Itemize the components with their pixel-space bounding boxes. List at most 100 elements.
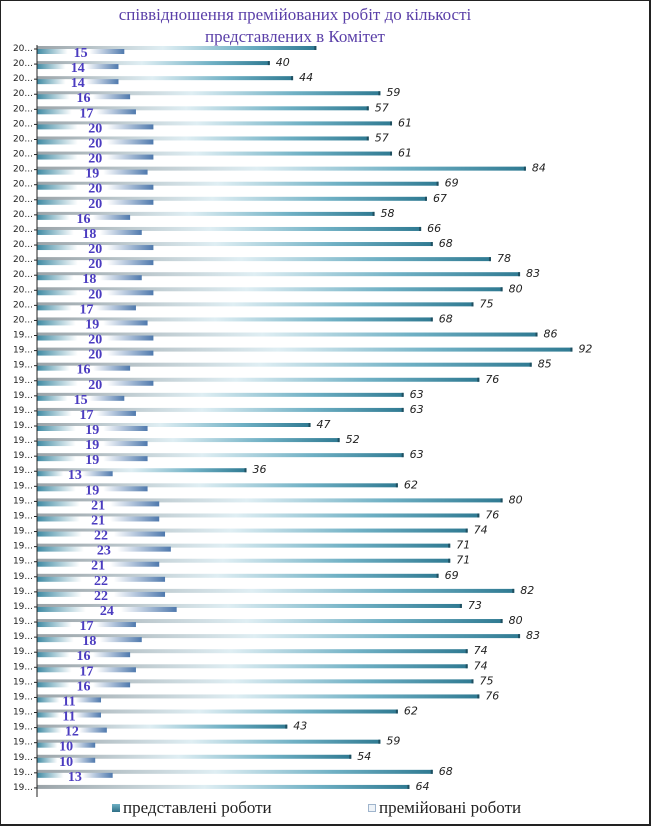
- y-tick-label: 20...: [13, 195, 33, 205]
- bar-submitted: [37, 121, 393, 126]
- bar-submitted-cap: [285, 724, 288, 729]
- data-label-submitted: 52: [346, 433, 360, 446]
- y-tick-label: 20...: [13, 300, 33, 310]
- y-tick-label: 20...: [13, 59, 33, 69]
- data-label-submitted: 68: [439, 765, 453, 778]
- legend-label-awarded: премійовані роботи: [379, 798, 522, 817]
- bar-awarded: [37, 410, 136, 416]
- y-tick-label: 19...: [13, 481, 33, 491]
- bar-awarded: [37, 320, 148, 326]
- bar-submitted-cap: [349, 754, 352, 759]
- data-label-submitted: 73: [468, 599, 482, 612]
- bar-awarded: [37, 606, 177, 612]
- bar-submitted-cap: [570, 347, 573, 352]
- bar-submitted: [37, 211, 375, 216]
- bar-awarded: [37, 365, 131, 371]
- data-label-submitted: 76: [485, 373, 499, 386]
- bar-awarded: [37, 380, 154, 386]
- data-label-submitted: 40: [276, 56, 290, 69]
- bar-submitted-cap: [500, 619, 503, 624]
- y-tick-label: 20...: [13, 315, 33, 325]
- data-label-submitted: 74: [474, 644, 488, 657]
- bar-submitted: [37, 438, 340, 443]
- data-label-awarded: 20: [88, 136, 102, 151]
- bar-awarded: [37, 199, 154, 205]
- legend-item-submitted: представлені роботи: [112, 798, 272, 818]
- bar-awarded: [37, 335, 154, 341]
- data-label-submitted: 76: [485, 689, 499, 702]
- bar-awarded: [37, 214, 131, 220]
- bar-awarded: [37, 652, 131, 658]
- bar-submitted-cap: [500, 498, 503, 503]
- bar-awarded: [37, 697, 102, 703]
- bar-submitted: [37, 392, 404, 397]
- bar-awarded: [37, 139, 154, 145]
- bar-submitted: [37, 76, 294, 81]
- data-label-awarded: 17: [79, 106, 93, 121]
- bar-submitted: [37, 91, 381, 96]
- data-label-awarded: 16: [77, 212, 91, 227]
- bar-submitted: [37, 694, 480, 699]
- bar-awarded: [37, 124, 154, 130]
- bar-submitted-cap: [244, 468, 247, 473]
- data-label-submitted: 58: [381, 207, 395, 220]
- data-label-awarded: 17: [79, 619, 93, 634]
- legend: представлені роботи премійовані роботи: [0, 798, 653, 822]
- bar-submitted-cap: [366, 136, 369, 141]
- bar-submitted: [37, 588, 515, 593]
- legend-swatch-submitted: [112, 804, 120, 812]
- y-tick-label: 20...: [13, 255, 33, 265]
- data-label-awarded: 20: [88, 121, 102, 136]
- bar-submitted: [37, 468, 247, 473]
- data-label-submitted: 80: [509, 614, 523, 627]
- bar-submitted: [37, 61, 270, 66]
- bar-submitted-cap: [535, 332, 538, 337]
- y-tick-label: 19...: [13, 738, 33, 748]
- data-label-awarded: 19: [85, 423, 99, 438]
- y-tick-label: 19...: [13, 723, 33, 733]
- data-label-submitted: 74: [474, 659, 488, 672]
- bar-submitted: [37, 196, 427, 201]
- bar-submitted: [37, 151, 393, 156]
- y-tick-label: 19...: [13, 436, 33, 446]
- y-tick-label: 19...: [13, 346, 33, 356]
- legend-swatch-awarded: [368, 804, 376, 812]
- bar-submitted-cap: [459, 603, 462, 608]
- y-tick-label: 19...: [13, 496, 33, 506]
- bar-awarded: [37, 546, 171, 552]
- data-label-submitted: 80: [509, 493, 523, 506]
- bar-submitted: [37, 603, 462, 608]
- data-label-awarded: 23: [97, 544, 111, 559]
- y-tick-label: 19...: [13, 602, 33, 612]
- data-label-awarded: 15: [74, 393, 88, 408]
- data-label-submitted: 69: [445, 569, 459, 582]
- bar-submitted-cap: [512, 588, 515, 593]
- data-label-submitted: 67: [433, 192, 447, 205]
- bar-submitted: [37, 362, 532, 367]
- bar-awarded: [37, 290, 154, 296]
- data-label-submitted: 62: [404, 478, 418, 491]
- data-label-submitted: 69: [445, 177, 459, 190]
- bar-awarded: [37, 64, 119, 70]
- data-label-awarded: 20: [88, 152, 102, 167]
- bar-submitted-cap: [477, 377, 480, 382]
- bar-awarded: [37, 772, 113, 778]
- bar-awarded: [37, 531, 166, 537]
- bar-awarded: [37, 169, 148, 175]
- data-label-submitted: 74: [474, 524, 488, 537]
- y-tick-label: 19...: [13, 753, 33, 763]
- bar-awarded: [37, 576, 166, 582]
- bar-submitted-cap: [401, 453, 404, 458]
- data-label-submitted: 61: [398, 147, 412, 160]
- data-label-awarded: 22: [94, 574, 108, 589]
- data-label-awarded: 14: [71, 76, 85, 91]
- y-tick-label: 19...: [13, 783, 33, 793]
- y-tick-label: 19...: [13, 466, 33, 476]
- data-label-submitted: 71: [456, 554, 470, 567]
- bar-submitted-cap: [523, 166, 526, 171]
- data-label-awarded: 18: [82, 227, 96, 242]
- y-tick-label: 19...: [13, 421, 33, 431]
- legend-item-awarded: премійовані роботи: [368, 798, 521, 818]
- bar-submitted: [37, 619, 503, 624]
- bar-submitted: [37, 453, 404, 458]
